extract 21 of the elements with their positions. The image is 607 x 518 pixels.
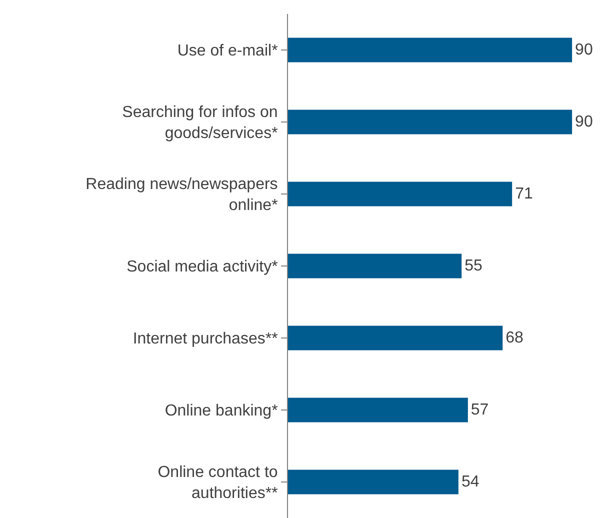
bar [288,326,503,350]
y-tick-label: Online contact to authorities** [158,464,278,502]
data-label: 55 [464,258,482,274]
bar [288,398,468,422]
bar [288,470,458,494]
bar [288,254,462,278]
data-label: 54 [461,474,480,490]
data-label: 90 [575,42,593,58]
data-label: 90 [575,114,593,130]
data-label: 57 [470,402,489,418]
bar [288,182,512,206]
bar [288,38,572,62]
y-tick-label: Use of e-mail* [177,42,278,60]
data-label: 68 [506,330,524,346]
y-tick-label: Reading news/newspapers online* [86,176,278,214]
y-tick-label: Searching for infos on goods/services* [122,104,278,142]
y-tick-label: Internet purchases** [132,330,278,348]
data-label: 71 [515,186,533,202]
y-tick-label: Online banking* [164,402,278,420]
y-tick-label: Social media activity* [126,258,278,276]
bar [288,110,572,134]
